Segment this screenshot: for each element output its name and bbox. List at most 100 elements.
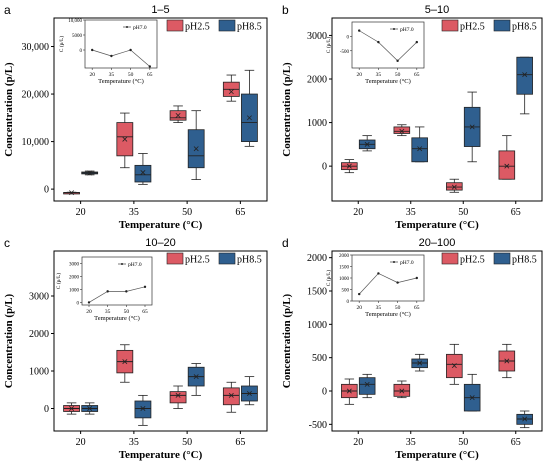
- x-tick-label: 65: [235, 207, 245, 218]
- box-pH2.5-65: [222, 74, 240, 102]
- inset-x-tick-label: 35: [109, 72, 115, 78]
- inset-legend-label: pH7.0: [400, 260, 414, 266]
- box-pH8.5-65: [516, 56, 533, 115]
- box-body: [222, 387, 240, 406]
- box-mean-marker: [522, 416, 528, 422]
- inset-point: [106, 290, 109, 293]
- inset-x-tick-label: 35: [376, 305, 382, 311]
- box-pH2.5-50: [169, 385, 187, 409]
- inset-legend-label: pH7.0: [133, 25, 147, 31]
- inset-legend-marker: [121, 263, 123, 265]
- inset-y-tick-label: 1000: [339, 277, 350, 282]
- box-mean-marker: [228, 392, 234, 398]
- inset-x-tick-label: 20: [89, 72, 95, 78]
- inset-point: [358, 292, 361, 296]
- box-pH8.5-35: [134, 394, 152, 426]
- legend-label-pH8.5: pH8.5: [237, 255, 262, 266]
- inset-y-tick-label: 2000: [69, 275, 80, 280]
- x-tick-label: 35: [406, 437, 416, 448]
- inset-point: [87, 301, 91, 304]
- box-body: [498, 150, 516, 180]
- box-pH8.5-20: [81, 402, 99, 415]
- inset-legend-marker: [393, 28, 395, 30]
- x-axis-label: Temperature (°C): [119, 219, 203, 231]
- box-mean-marker: [175, 392, 181, 398]
- inset-point: [415, 40, 418, 44]
- x-tick-label: 50: [458, 437, 468, 448]
- x-axis-label: Temperature (°C): [395, 449, 479, 461]
- box-body: [446, 182, 463, 191]
- inset-y-tick-label: 0: [77, 301, 80, 306]
- inset-y-tick-label: -500: [340, 50, 350, 55]
- box-pH8.5-50: [463, 91, 481, 163]
- y-tick-label: 2000: [307, 75, 327, 86]
- legend-label-pH2.5: pH2.5: [460, 255, 485, 266]
- inset-x-tick-label: 65: [142, 309, 148, 315]
- panel-title: 20–100: [419, 237, 456, 249]
- box-pH8.5-35: [411, 126, 428, 163]
- inset-point: [125, 290, 128, 293]
- plot-frame: [331, 250, 543, 432]
- inset-legend-label: pH7.0: [400, 27, 414, 33]
- x-tick-label: 20: [353, 207, 363, 218]
- box-mean-marker: [417, 146, 423, 152]
- inset-point: [110, 54, 113, 58]
- legend-swatch-pH8.5: [218, 252, 236, 265]
- inset-y-tick-label: 500: [342, 289, 350, 294]
- y-axis-label: Concentration (p/L): [281, 293, 293, 388]
- inset-x-axis-label: Temperature (°C): [365, 78, 411, 85]
- box-pH8.5-65: [241, 376, 258, 406]
- inset-legend-marker: [126, 26, 128, 28]
- box-mean-marker: [140, 169, 146, 175]
- box-pH8.5-50: [463, 373, 481, 412]
- inset-x-tick-label: 65: [414, 72, 420, 78]
- inset-series-line: [92, 49, 151, 67]
- y-tick-label: 30,000: [22, 42, 50, 53]
- legend-label-pH2.5: pH2.5: [460, 22, 485, 33]
- y-tick-label: 0: [44, 404, 49, 415]
- plot-frame: [53, 17, 268, 202]
- inset-point: [91, 48, 94, 52]
- box-mean-marker: [346, 163, 352, 169]
- inset-point: [377, 272, 380, 275]
- x-tick-label: 35: [129, 207, 139, 218]
- box-mean-marker: [193, 374, 199, 380]
- box-pH8.5-65: [241, 69, 258, 147]
- inset-series-line: [359, 30, 418, 62]
- panel-title: 10–20: [145, 237, 176, 249]
- y-tick-label: 0: [44, 185, 49, 196]
- legend: pH2.5 pH8.5: [166, 252, 262, 266]
- inset-x-tick-label: 65: [147, 72, 153, 78]
- y-tick-label: 2000: [29, 329, 49, 340]
- inset-y-tick-label: 0: [347, 300, 350, 305]
- x-tick-label: 50: [182, 207, 192, 218]
- inset-point: [396, 281, 399, 284]
- box-pH8.5-20: [81, 170, 99, 176]
- y-axis-label: Concentration (p/L): [3, 62, 15, 157]
- inset-x-axis-label: Temperature (°C): [94, 315, 140, 322]
- x-tick-label: 50: [182, 437, 192, 448]
- inset-point: [415, 276, 418, 280]
- box-pH2.5-50: [446, 343, 463, 385]
- panel-title: 1–5: [151, 4, 169, 16]
- box-mean-marker: [175, 112, 181, 118]
- inset-x-axis-label: Temperature (°C): [98, 78, 144, 85]
- box-body: [393, 126, 411, 134]
- inset-x-tick-label: 50: [128, 72, 134, 78]
- y-tick-label: -500: [309, 420, 327, 431]
- box-mean-marker: [451, 363, 457, 369]
- box-mean-marker: [451, 184, 457, 190]
- legend-swatch-pH2.5: [166, 19, 184, 32]
- panel-letter: c: [4, 236, 10, 250]
- x-tick-label: 65: [511, 437, 521, 448]
- box-mean-marker: [246, 115, 252, 121]
- inset-y-tick-label: 5000: [72, 34, 83, 39]
- box-mean-marker: [469, 395, 475, 401]
- inset-x-tick-label: 20: [86, 309, 92, 315]
- inset-x-axis-label: Temperature (°C): [365, 311, 411, 318]
- y-tick-label: 3000: [307, 31, 327, 42]
